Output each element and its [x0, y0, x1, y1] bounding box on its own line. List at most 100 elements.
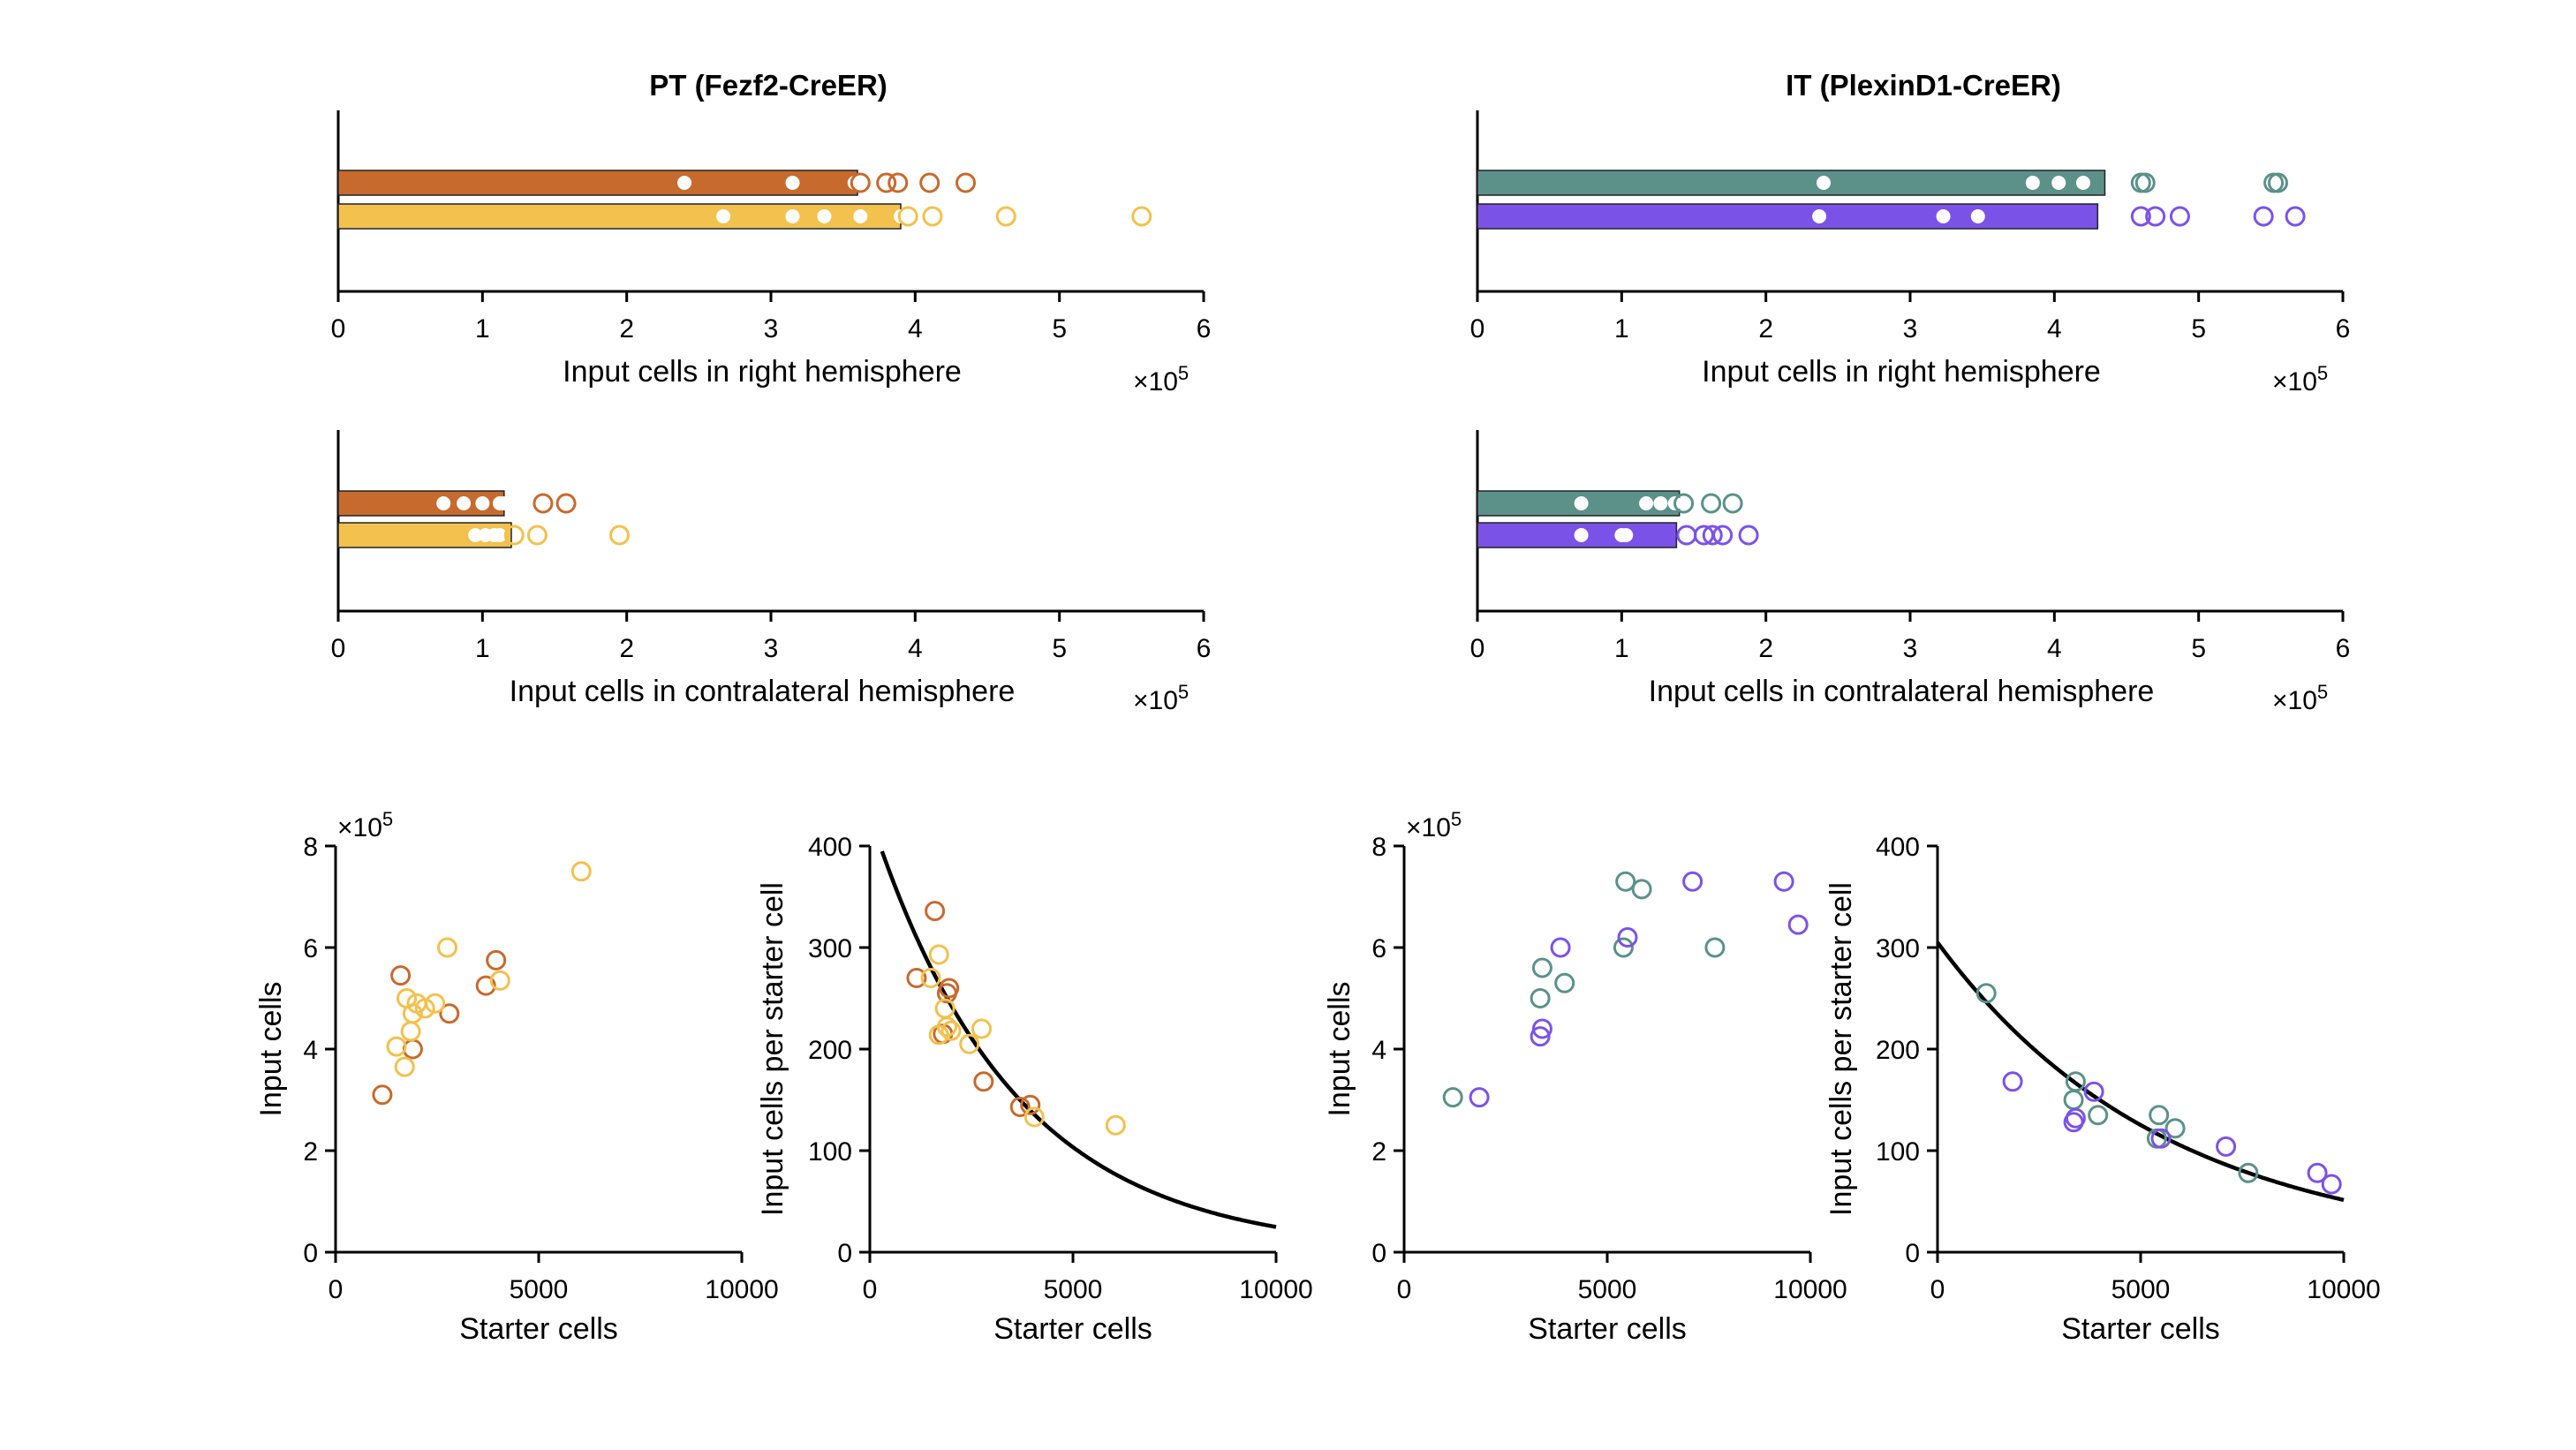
x-tick-label: 5: [1052, 634, 1067, 663]
bar-point: [457, 496, 472, 510]
scatter-point-pt_right: [439, 1003, 460, 1024]
bar-point: [1970, 209, 1985, 223]
bar-point: [555, 493, 577, 514]
x-tick-label: 0: [331, 634, 346, 663]
x-axis-label: Input cells in contralateral hemisphere: [1649, 675, 2155, 708]
scatter-point-pt_right: [925, 901, 946, 922]
scatter-point-pt_contra: [402, 1003, 423, 1024]
x-multiplier-label-exponent: 5: [2317, 681, 2328, 703]
fit-curve: [1936, 940, 2345, 1203]
x-tick-label: 0: [1470, 634, 1485, 663]
scatter-point-pt_contra: [425, 993, 446, 1014]
scatter-point-it_right: [1442, 1087, 1463, 1108]
bar-point: [1574, 528, 1589, 542]
scatter-point-pt_contra: [570, 861, 592, 882]
x-tick-label: 6: [2336, 314, 2351, 344]
y-tick-label: 8: [303, 833, 318, 862]
bar-point: [492, 528, 507, 542]
scatter-point-it_right: [1704, 937, 1726, 958]
x-tick-label: 5: [2191, 634, 2206, 663]
bar-point: [533, 493, 554, 514]
x-tick-label: 4: [908, 634, 923, 663]
scatter-point-pt_right: [1009, 1097, 1031, 1118]
x-axis-label: Input cells in contralateral hemisphere: [510, 675, 1016, 708]
scatter-point-pt_contra: [414, 998, 435, 1019]
y-axis-label: Input cells: [1323, 981, 1356, 1116]
bar-point: [1722, 493, 1743, 514]
x-tick-label: 5000: [1044, 1275, 1103, 1304]
y-tick-label: 300: [808, 934, 852, 963]
y-tick-label: 400: [808, 833, 852, 862]
x-multiplier-label-exponent: 5: [1178, 681, 1189, 703]
x-tick-label: 6: [1197, 314, 1212, 344]
x-axis-label: Starter cells: [993, 1312, 1152, 1346]
x-multiplier-label-base: ×10: [2272, 367, 2317, 396]
scatter-point-pt_right: [939, 978, 960, 999]
x-multiplier-label-exponent: 5: [2317, 362, 2328, 384]
scatter-point-it_right: [1554, 972, 1575, 993]
x-tick-label: 0: [329, 1275, 344, 1304]
bar-point: [2076, 176, 2090, 190]
bar-point: [785, 209, 800, 223]
scatter-point-it_contra: [2150, 1128, 2172, 1149]
x-multiplier-label: ×105: [2272, 362, 2328, 396]
bar-point: [496, 496, 511, 510]
x-tick-label: 2: [1758, 634, 1773, 663]
y-multiplier-label: ×105: [337, 808, 393, 842]
scatter-point-pt_contra: [936, 1016, 957, 1038]
bar-point: [526, 525, 548, 546]
x-tick-label: 10000: [2307, 1275, 2380, 1304]
scatter-point-pt_contra: [437, 937, 457, 958]
y-tick-label: 6: [1371, 934, 1386, 963]
scatter-point-pt_contra: [928, 944, 949, 965]
x-tick-label: 1: [475, 314, 490, 344]
x-multiplier-label-base: ×10: [1133, 367, 1178, 396]
bar-point: [922, 206, 943, 227]
scatter-point-it_right: [2238, 1162, 2259, 1183]
bar-point: [2051, 176, 2066, 190]
y-tick-label: 2: [303, 1137, 318, 1167]
scatter-point-it_contra: [2083, 1081, 2104, 1102]
bar-point: [503, 525, 525, 546]
y-axis-label: Input cells per starter cell: [1824, 882, 1858, 1216]
bar-point: [894, 209, 908, 223]
x-axis-label: Starter cells: [1528, 1312, 1687, 1346]
x-tick-label: 3: [764, 314, 779, 344]
x-tick-label: 0: [1930, 1275, 1945, 1304]
x-tick-label: 5000: [1578, 1275, 1637, 1304]
bar-point: [2025, 176, 2040, 190]
bar-point: [919, 172, 941, 193]
scatter-point-pt_contra: [386, 1036, 407, 1057]
x-tick-label: 6: [2336, 634, 2351, 663]
scatter-point-it_contra: [1787, 914, 1809, 935]
scatter-point-it_right: [1615, 871, 1636, 892]
y-tick-label: 4: [303, 1036, 318, 1065]
x-tick-label: 4: [908, 314, 923, 344]
scatter-point-pt_contra: [1024, 1106, 1045, 1128]
x-axis-label: Input cells in right hemisphere: [563, 355, 962, 389]
bar-point: [2145, 206, 2166, 227]
scatter-point-pt_contra: [1105, 1114, 1126, 1136]
scatter-point-it_contra: [2002, 1071, 2023, 1092]
scatter-point-pt_contra: [971, 1018, 992, 1039]
scatter-point-it_right: [2164, 1118, 2186, 1139]
bar-point: [853, 209, 868, 223]
bar-point: [1131, 206, 1152, 227]
bar-point: [817, 209, 832, 223]
x-tick-label: 3: [764, 634, 779, 663]
scatter-point-it_contra: [2321, 1174, 2342, 1195]
scatter-point-it_right: [2063, 1090, 2084, 1110]
x-tick-label: 10000: [1773, 1275, 1847, 1304]
scatter-point-pt_contra: [489, 970, 510, 991]
scatter-point-pt_contra: [920, 968, 941, 988]
bar-point: [468, 528, 483, 542]
bar-point: [1701, 493, 1722, 514]
bar-point: [897, 206, 918, 227]
scatter-point-it_right: [1613, 937, 1634, 958]
bar-point: [475, 496, 490, 510]
bar-point: [888, 172, 909, 193]
